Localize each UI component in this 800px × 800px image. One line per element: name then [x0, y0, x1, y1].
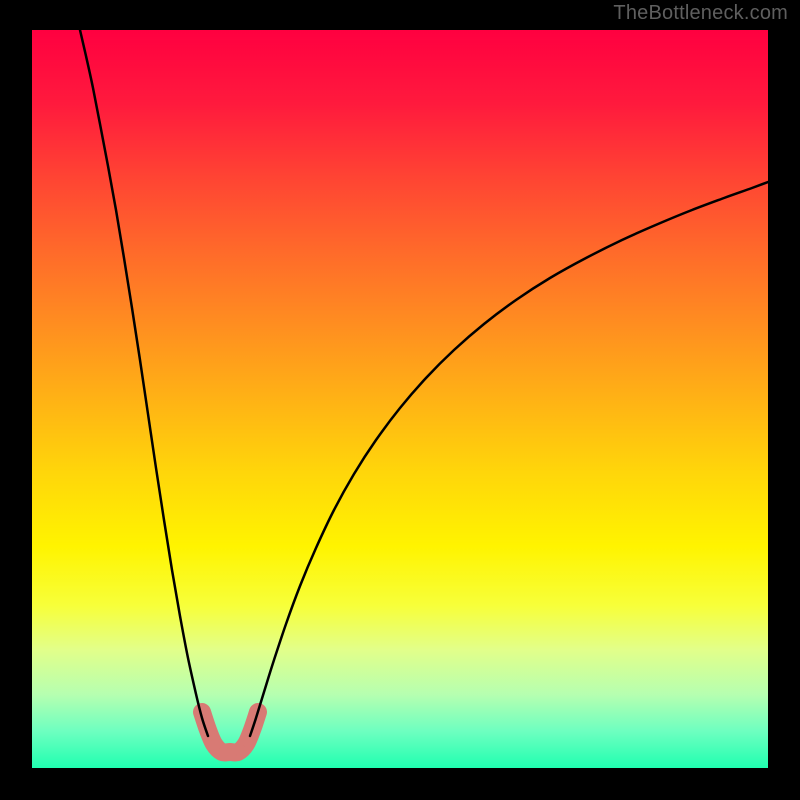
gradient-background: [32, 30, 768, 768]
watermark-text: TheBottleneck.com: [613, 2, 788, 25]
bottleneck-curve-chart: [0, 0, 800, 800]
dip-dot: [243, 737, 254, 748]
chart-stage: TheBottleneck.com: [0, 0, 800, 800]
dip-dot: [211, 739, 222, 750]
dip-dot: [235, 745, 246, 756]
